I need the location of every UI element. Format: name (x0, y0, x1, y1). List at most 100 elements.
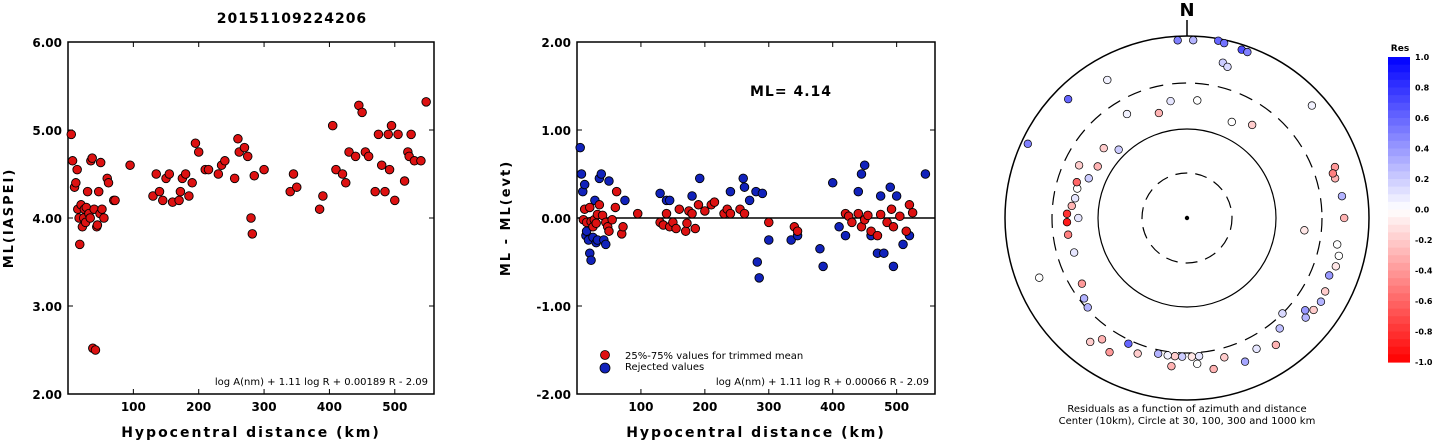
rejected-point (764, 235, 774, 245)
colorbar-tick-label: -0.6 (1415, 297, 1433, 306)
trimmed-point (585, 202, 595, 213)
y-tick-label: -2.00 (536, 388, 571, 402)
colorbar-tick-label: 0.8 (1415, 84, 1430, 93)
data-point (184, 191, 194, 201)
station-point (1271, 340, 1281, 350)
trimmed-point (725, 208, 736, 219)
trimmed-point (863, 210, 873, 221)
colorbar-segment (1388, 118, 1410, 127)
data-point (363, 151, 374, 162)
trimmed-point (853, 208, 864, 219)
rejected-point (885, 182, 896, 192)
trimmed-point (618, 222, 628, 232)
formula-text: log A(nm) + 1.11 log R + 0.00189 R - 2.0… (215, 377, 428, 388)
station-point (1325, 271, 1334, 280)
epicenter-dot (1184, 215, 1190, 221)
data-point (93, 186, 104, 197)
trimmed-point (792, 226, 803, 236)
station-point (1227, 117, 1236, 127)
data-point (66, 129, 77, 140)
data-point (318, 191, 328, 201)
trimmed-point (680, 226, 691, 236)
station-point (1301, 306, 1310, 315)
rejected-point (725, 186, 736, 197)
data-point (174, 195, 184, 206)
data-point (99, 213, 109, 223)
rejected-point (576, 169, 587, 179)
trimmed-point (661, 208, 672, 219)
data-point (190, 138, 201, 148)
rejected-point (834, 222, 844, 232)
station-point (1074, 213, 1083, 223)
trimmed-point (682, 218, 692, 229)
station-point (1122, 109, 1132, 119)
station-point (1124, 339, 1133, 348)
rejected-point (738, 173, 748, 184)
colorbar-segment (1388, 346, 1410, 355)
station-point (1166, 96, 1175, 106)
y-tick-label: 1.00 (541, 124, 571, 138)
station-point (1114, 145, 1123, 154)
colorbar-segment (1388, 270, 1410, 279)
station-point (1300, 226, 1309, 235)
colorbar-segment (1388, 72, 1410, 81)
y-tick-label: 5.00 (32, 124, 62, 138)
station-point (1178, 352, 1187, 361)
station-point (1072, 178, 1081, 187)
ml-iaspei-chart: 2.00 3.00 4.00 5.00 6.00 100 200 300 400 500 ML(… (2, 36, 435, 441)
azimuth-residual-plot: N Residuals as a function of azimuth and… (1004, 0, 1370, 427)
colorbar-segment (1388, 354, 1410, 363)
trimmed-point (886, 204, 897, 214)
rejected-point (840, 230, 851, 241)
ml-annotation: ML= 4.14 (750, 84, 832, 100)
x-tick-label: 400 (317, 400, 342, 414)
colorbar-segment (1388, 171, 1410, 180)
y-tick-label: 6.00 (32, 36, 62, 50)
data-point (390, 195, 400, 206)
rejected-point (757, 188, 768, 199)
data-point (203, 164, 214, 175)
station-point (1103, 75, 1112, 85)
rejected-point (853, 186, 864, 197)
rejected-point (586, 255, 596, 265)
rejected-point (601, 239, 611, 250)
rejected-point (664, 195, 675, 206)
data-point (386, 120, 397, 131)
colorbar-segment (1388, 133, 1410, 142)
trimmed-point (866, 226, 876, 236)
rejected-point (827, 178, 838, 188)
colorbar-segment (1388, 224, 1410, 233)
data-point (239, 142, 250, 153)
data-point (148, 191, 158, 201)
colorbar-segment (1388, 179, 1410, 188)
station-point (1223, 62, 1232, 72)
caption-line-1: Residuals as a function of azimuth and d… (1067, 404, 1306, 415)
legend-marker-trimmed (600, 350, 610, 360)
rejected-point (655, 188, 665, 199)
y-tick-label: 0.00 (541, 212, 571, 226)
trimmed-point (604, 226, 614, 236)
rejected-point (920, 169, 931, 179)
colorbar-segment (1388, 194, 1410, 203)
data-point (82, 186, 93, 197)
station-point (1333, 240, 1342, 249)
y-axis-label: ML(IASPEI) (2, 168, 17, 269)
data-point (384, 164, 395, 175)
data-point (327, 120, 338, 131)
data-point (246, 213, 256, 223)
station-point (1328, 169, 1338, 178)
data-point (337, 169, 348, 179)
station-points (1023, 36, 1349, 374)
data-point (72, 164, 82, 175)
colorbar-segment (1388, 262, 1410, 272)
ml-residual-chart: -2.00 -1.00 0.00 1.00 2.00 100 200 300 400 500 M… (499, 36, 936, 441)
station-point (1133, 349, 1142, 358)
data-point (92, 220, 103, 230)
data-point (213, 169, 224, 179)
x-axis-label: Hypocentral distance (km) (626, 425, 886, 441)
station-point (1167, 362, 1176, 371)
legend-marker-rejected (599, 362, 611, 374)
x-tick-label: 100 (121, 400, 146, 414)
colorbar-segment (1388, 87, 1410, 96)
colorbar-segment (1388, 156, 1410, 165)
